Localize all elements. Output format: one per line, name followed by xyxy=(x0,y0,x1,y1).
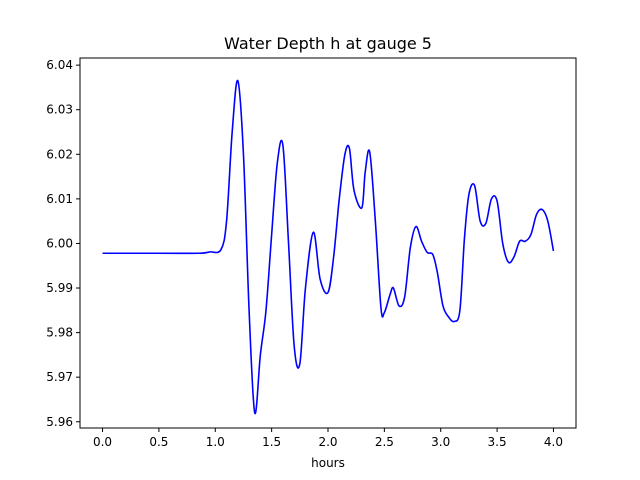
x-axis-label: hours xyxy=(311,456,345,470)
x-axis: 0.0 0.5 1.0 1.5 2.0 2.5 3.0 3.5 4.0 xyxy=(93,428,563,449)
y-tick-label: 6.01 xyxy=(46,192,73,206)
y-tick-label: 6.00 xyxy=(46,236,73,250)
x-tick-label: 3.5 xyxy=(488,435,507,449)
y-tick-label: 5.97 xyxy=(46,370,73,384)
x-tick-label: 2.5 xyxy=(375,435,394,449)
x-tick-label: 0.0 xyxy=(93,435,112,449)
y-tick-label: 5.99 xyxy=(46,281,73,295)
chart-title: Water Depth h at gauge 5 xyxy=(224,34,432,53)
x-tick-label: 0.5 xyxy=(149,435,168,449)
x-tick-label: 1.5 xyxy=(262,435,281,449)
x-tick-label: 1.0 xyxy=(206,435,225,449)
y-tick-label: 5.98 xyxy=(46,326,73,340)
x-tick-label: 2.0 xyxy=(318,435,337,449)
y-axis: 5.96 5.97 5.98 5.99 6.00 6.01 6.02 6.03 6.04 xyxy=(46,58,80,429)
series-line-0 xyxy=(102,79,555,415)
y-tick-label: 6.02 xyxy=(46,147,73,161)
y-tick-label: 6.04 xyxy=(46,58,73,72)
x-tick-label: 4.0 xyxy=(544,435,563,449)
x-tick-label: 3.0 xyxy=(431,435,450,449)
y-tick-label: 6.03 xyxy=(46,103,73,117)
plot-area xyxy=(102,79,555,415)
y-tick-label: 5.96 xyxy=(46,415,73,429)
